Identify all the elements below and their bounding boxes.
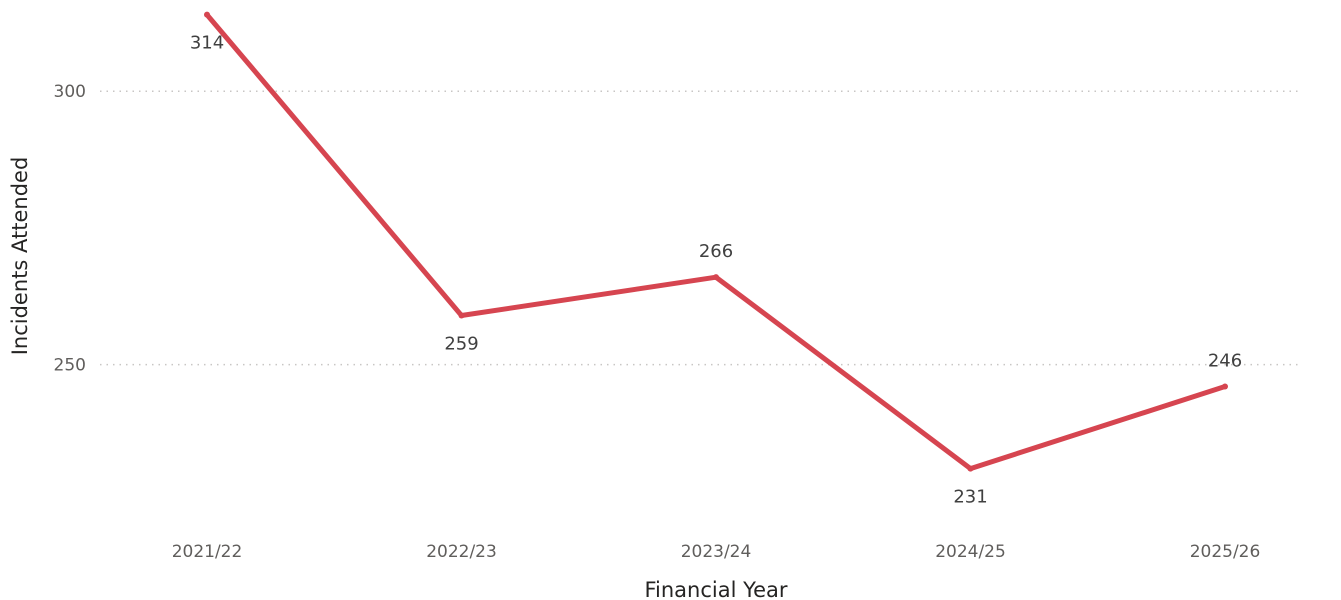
x-tick-label: 2023/24	[681, 542, 752, 562]
y-axis-ticks: 250 300	[54, 82, 86, 375]
data-label: 266	[699, 241, 733, 262]
data-label: 259	[444, 333, 478, 354]
data-point	[458, 312, 465, 319]
x-tick-label: 2025/26	[1190, 542, 1261, 562]
data-point	[1222, 383, 1228, 390]
x-tick-label: 2022/23	[426, 542, 497, 562]
data-label: 231	[953, 487, 987, 508]
data-point	[713, 274, 719, 281]
data-label: 246	[1208, 351, 1242, 372]
x-tick-label: 2021/22	[172, 542, 243, 562]
series-layer	[204, 11, 1228, 472]
data-labels: 314 259 266 231 246	[190, 33, 1242, 508]
y-tick-label: 300	[54, 82, 86, 102]
data-point	[967, 465, 974, 472]
data-label: 314	[190, 33, 224, 54]
x-tick-label: 2024/25	[935, 542, 1006, 562]
y-gridlines	[100, 90, 1300, 366]
y-axis-title: Incidents Attended	[8, 157, 32, 356]
x-axis-title: Financial Year	[644, 578, 787, 600]
data-point	[204, 11, 210, 18]
x-axis-ticks: 2021/22 2022/23 2023/24 2024/25 2025/26	[172, 542, 1261, 562]
y-tick-label: 250	[54, 356, 86, 376]
